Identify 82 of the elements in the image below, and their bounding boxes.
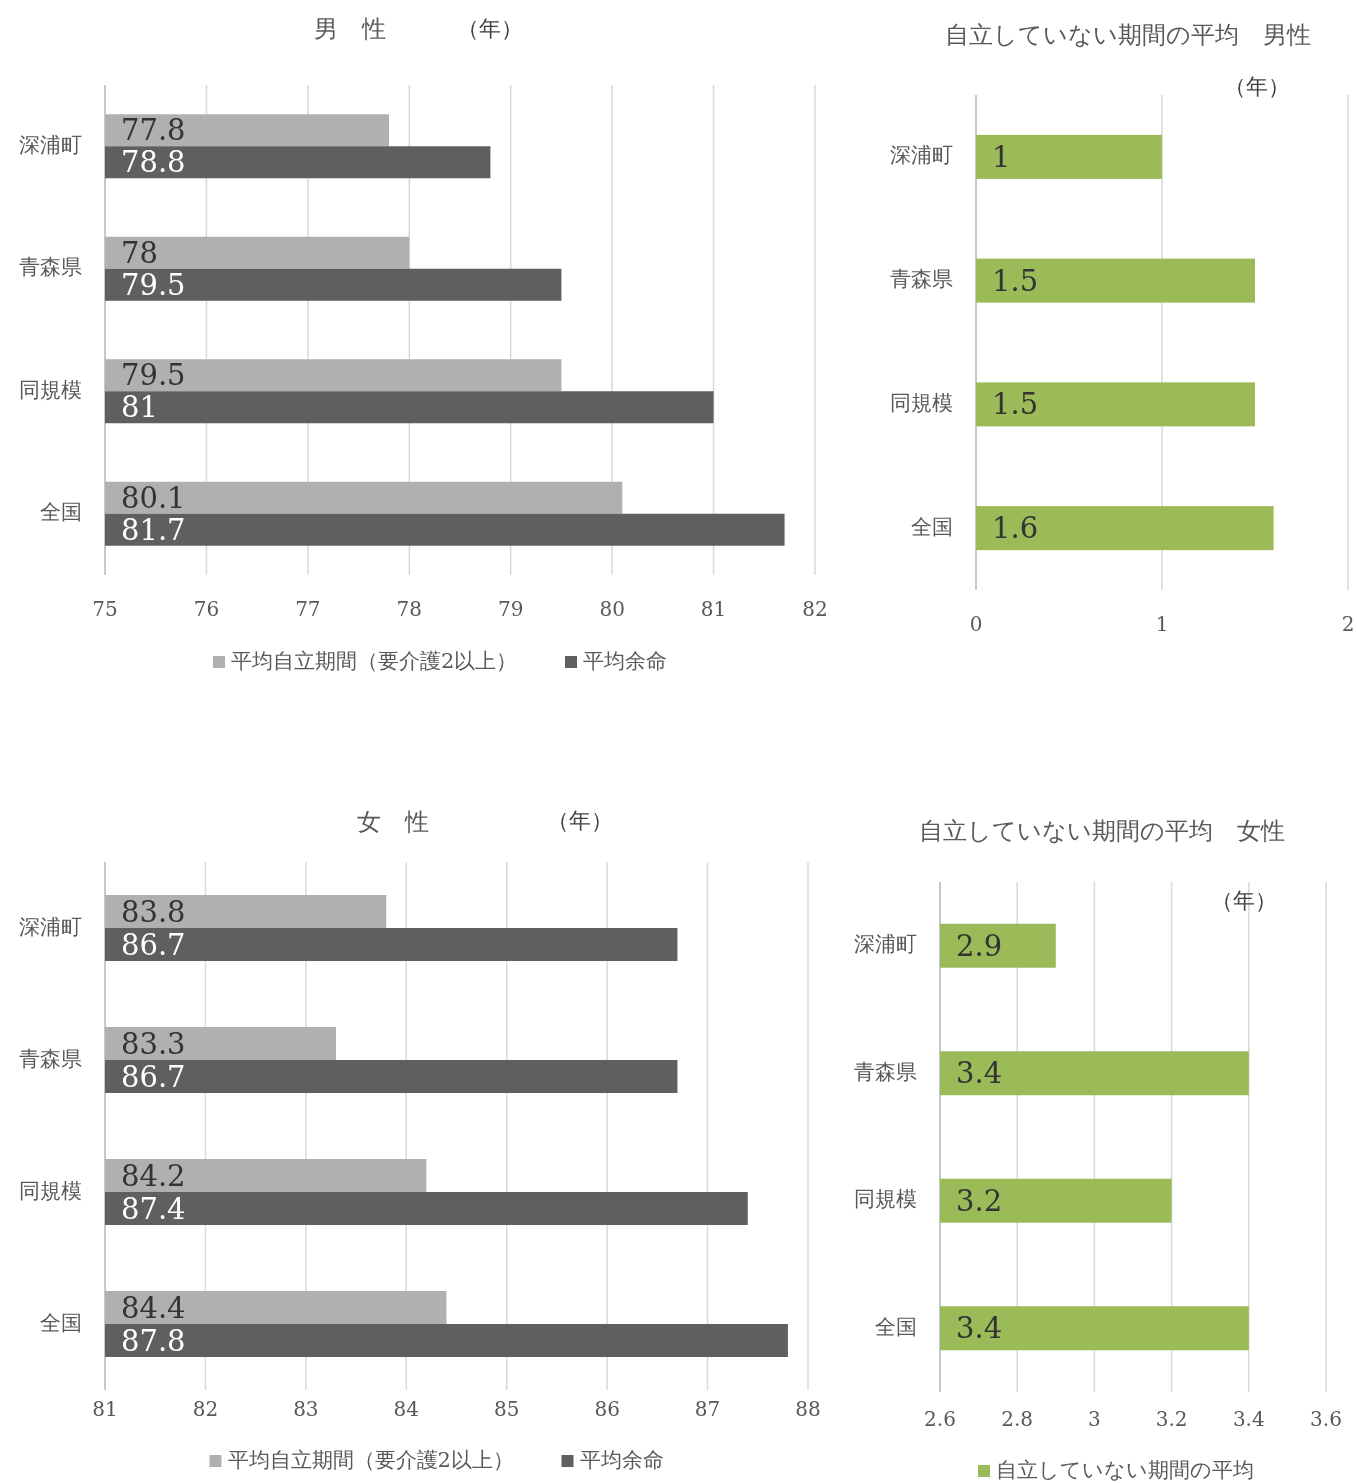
data-label: 78 — [121, 235, 158, 270]
x-tick-label: 75 — [92, 596, 118, 621]
data-label: 81 — [121, 390, 158, 425]
data-label: 80.1 — [121, 480, 186, 515]
data-label: 1.6 — [992, 511, 1039, 546]
y-tick-label: 深浦町 — [854, 932, 917, 957]
x-tick-label: 78 — [396, 596, 423, 621]
data-label: 81.7 — [121, 512, 186, 547]
data-label: 1 — [992, 139, 1011, 174]
y-tick-label: 青森県 — [19, 1046, 82, 1071]
x-tick-label: 80 — [599, 596, 625, 621]
data-label: 79.5 — [121, 267, 186, 302]
x-tick-label: 79 — [497, 596, 524, 621]
y-tick-label: 深浦町 — [19, 914, 82, 939]
x-tick-label: 81 — [700, 596, 727, 621]
bar — [976, 134, 1162, 179]
x-tick-label: 84 — [393, 1396, 420, 1421]
x-tick-label: 3.6 — [1310, 1406, 1342, 1431]
y-tick-label: 同規模 — [890, 390, 953, 415]
data-label: 87.4 — [121, 1191, 186, 1226]
bar — [976, 506, 1274, 551]
x-tick-label: 3.2 — [1155, 1406, 1188, 1431]
y-tick-label: 同規模 — [854, 1187, 917, 1212]
y-tick-label: 深浦町 — [19, 132, 82, 157]
data-label: 87.8 — [121, 1323, 186, 1358]
x-tick-label: 1 — [1155, 611, 1169, 636]
x-tick-label: 87 — [694, 1396, 721, 1421]
y-tick-label: 同規模 — [19, 1178, 82, 1203]
text: （年） — [457, 16, 523, 41]
y-tick-label: 同規模 — [19, 377, 82, 402]
legend-label: 平均余命 — [579, 1447, 664, 1472]
data-label: 86.7 — [121, 927, 186, 962]
y-tick-label: 深浦町 — [890, 143, 953, 168]
chart-title: 男 性 — [314, 14, 386, 43]
chart-title: 自立していない期間の平均 女性 — [919, 816, 1285, 845]
y-tick-label: 青森県 — [19, 255, 82, 280]
data-label: 83.8 — [121, 894, 186, 929]
bar — [976, 382, 1255, 427]
legend-label: 平均自立期間（要介護2以上） — [227, 1447, 514, 1472]
x-tick-label: 82 — [192, 1396, 219, 1421]
x-tick-label: 2.6 — [924, 1406, 956, 1431]
x-tick-label: 76 — [193, 596, 220, 621]
chart-title: 女 性 — [357, 807, 429, 836]
x-tick-label: 85 — [493, 1396, 520, 1421]
data-label: 2.9 — [956, 928, 1003, 963]
data-label: 1.5 — [992, 263, 1039, 298]
y-tick-label: 青森県 — [890, 267, 953, 292]
chart-title: 自立していない期間の平均 男性 — [945, 20, 1311, 49]
data-label: 86.7 — [121, 1059, 186, 1094]
x-tick-label: 86 — [594, 1396, 620, 1421]
x-tick-label: 81 — [92, 1396, 118, 1421]
annotation: （年） — [1211, 888, 1277, 913]
x-tick-label: 0 — [969, 611, 983, 636]
y-tick-label: 全国 — [875, 1314, 917, 1339]
data-label: 3.4 — [956, 1056, 1003, 1091]
data-label: 84.2 — [121, 1158, 186, 1193]
data-label: 84.4 — [121, 1290, 186, 1325]
legend-label: 自立していない期間の平均 — [996, 1457, 1254, 1482]
x-tick-label: 3 — [1088, 1406, 1101, 1431]
data-label: 1.5 — [992, 387, 1039, 422]
x-tick-label: 2 — [1341, 611, 1355, 636]
x-tick-label: 83 — [293, 1396, 319, 1421]
x-tick-label: 77 — [295, 596, 321, 621]
x-tick-label: 3.4 — [1232, 1406, 1265, 1431]
y-tick-label: 青森県 — [854, 1059, 917, 1084]
legend-label: 平均余命 — [583, 648, 667, 673]
text: （年） — [547, 808, 613, 833]
annotation: （年） — [1224, 74, 1290, 99]
x-tick-label: 88 — [795, 1396, 821, 1421]
y-tick-label: 全国 — [40, 1310, 82, 1335]
x-tick-label: 82 — [802, 596, 828, 621]
x-tick-label: 2.8 — [1001, 1406, 1034, 1431]
data-label: 3.4 — [956, 1311, 1003, 1346]
y-tick-label: 全国 — [40, 500, 82, 525]
data-label: 77.8 — [121, 113, 186, 148]
data-label: 78.8 — [121, 145, 186, 180]
y-tick-label: 全国 — [911, 514, 953, 539]
data-label: 3.2 — [956, 1183, 1003, 1218]
data-label: 79.5 — [121, 358, 186, 393]
data-label: 83.3 — [121, 1026, 186, 1061]
bar — [976, 258, 1255, 303]
legend-label: 平均自立期間（要介護2以上） — [231, 648, 518, 673]
